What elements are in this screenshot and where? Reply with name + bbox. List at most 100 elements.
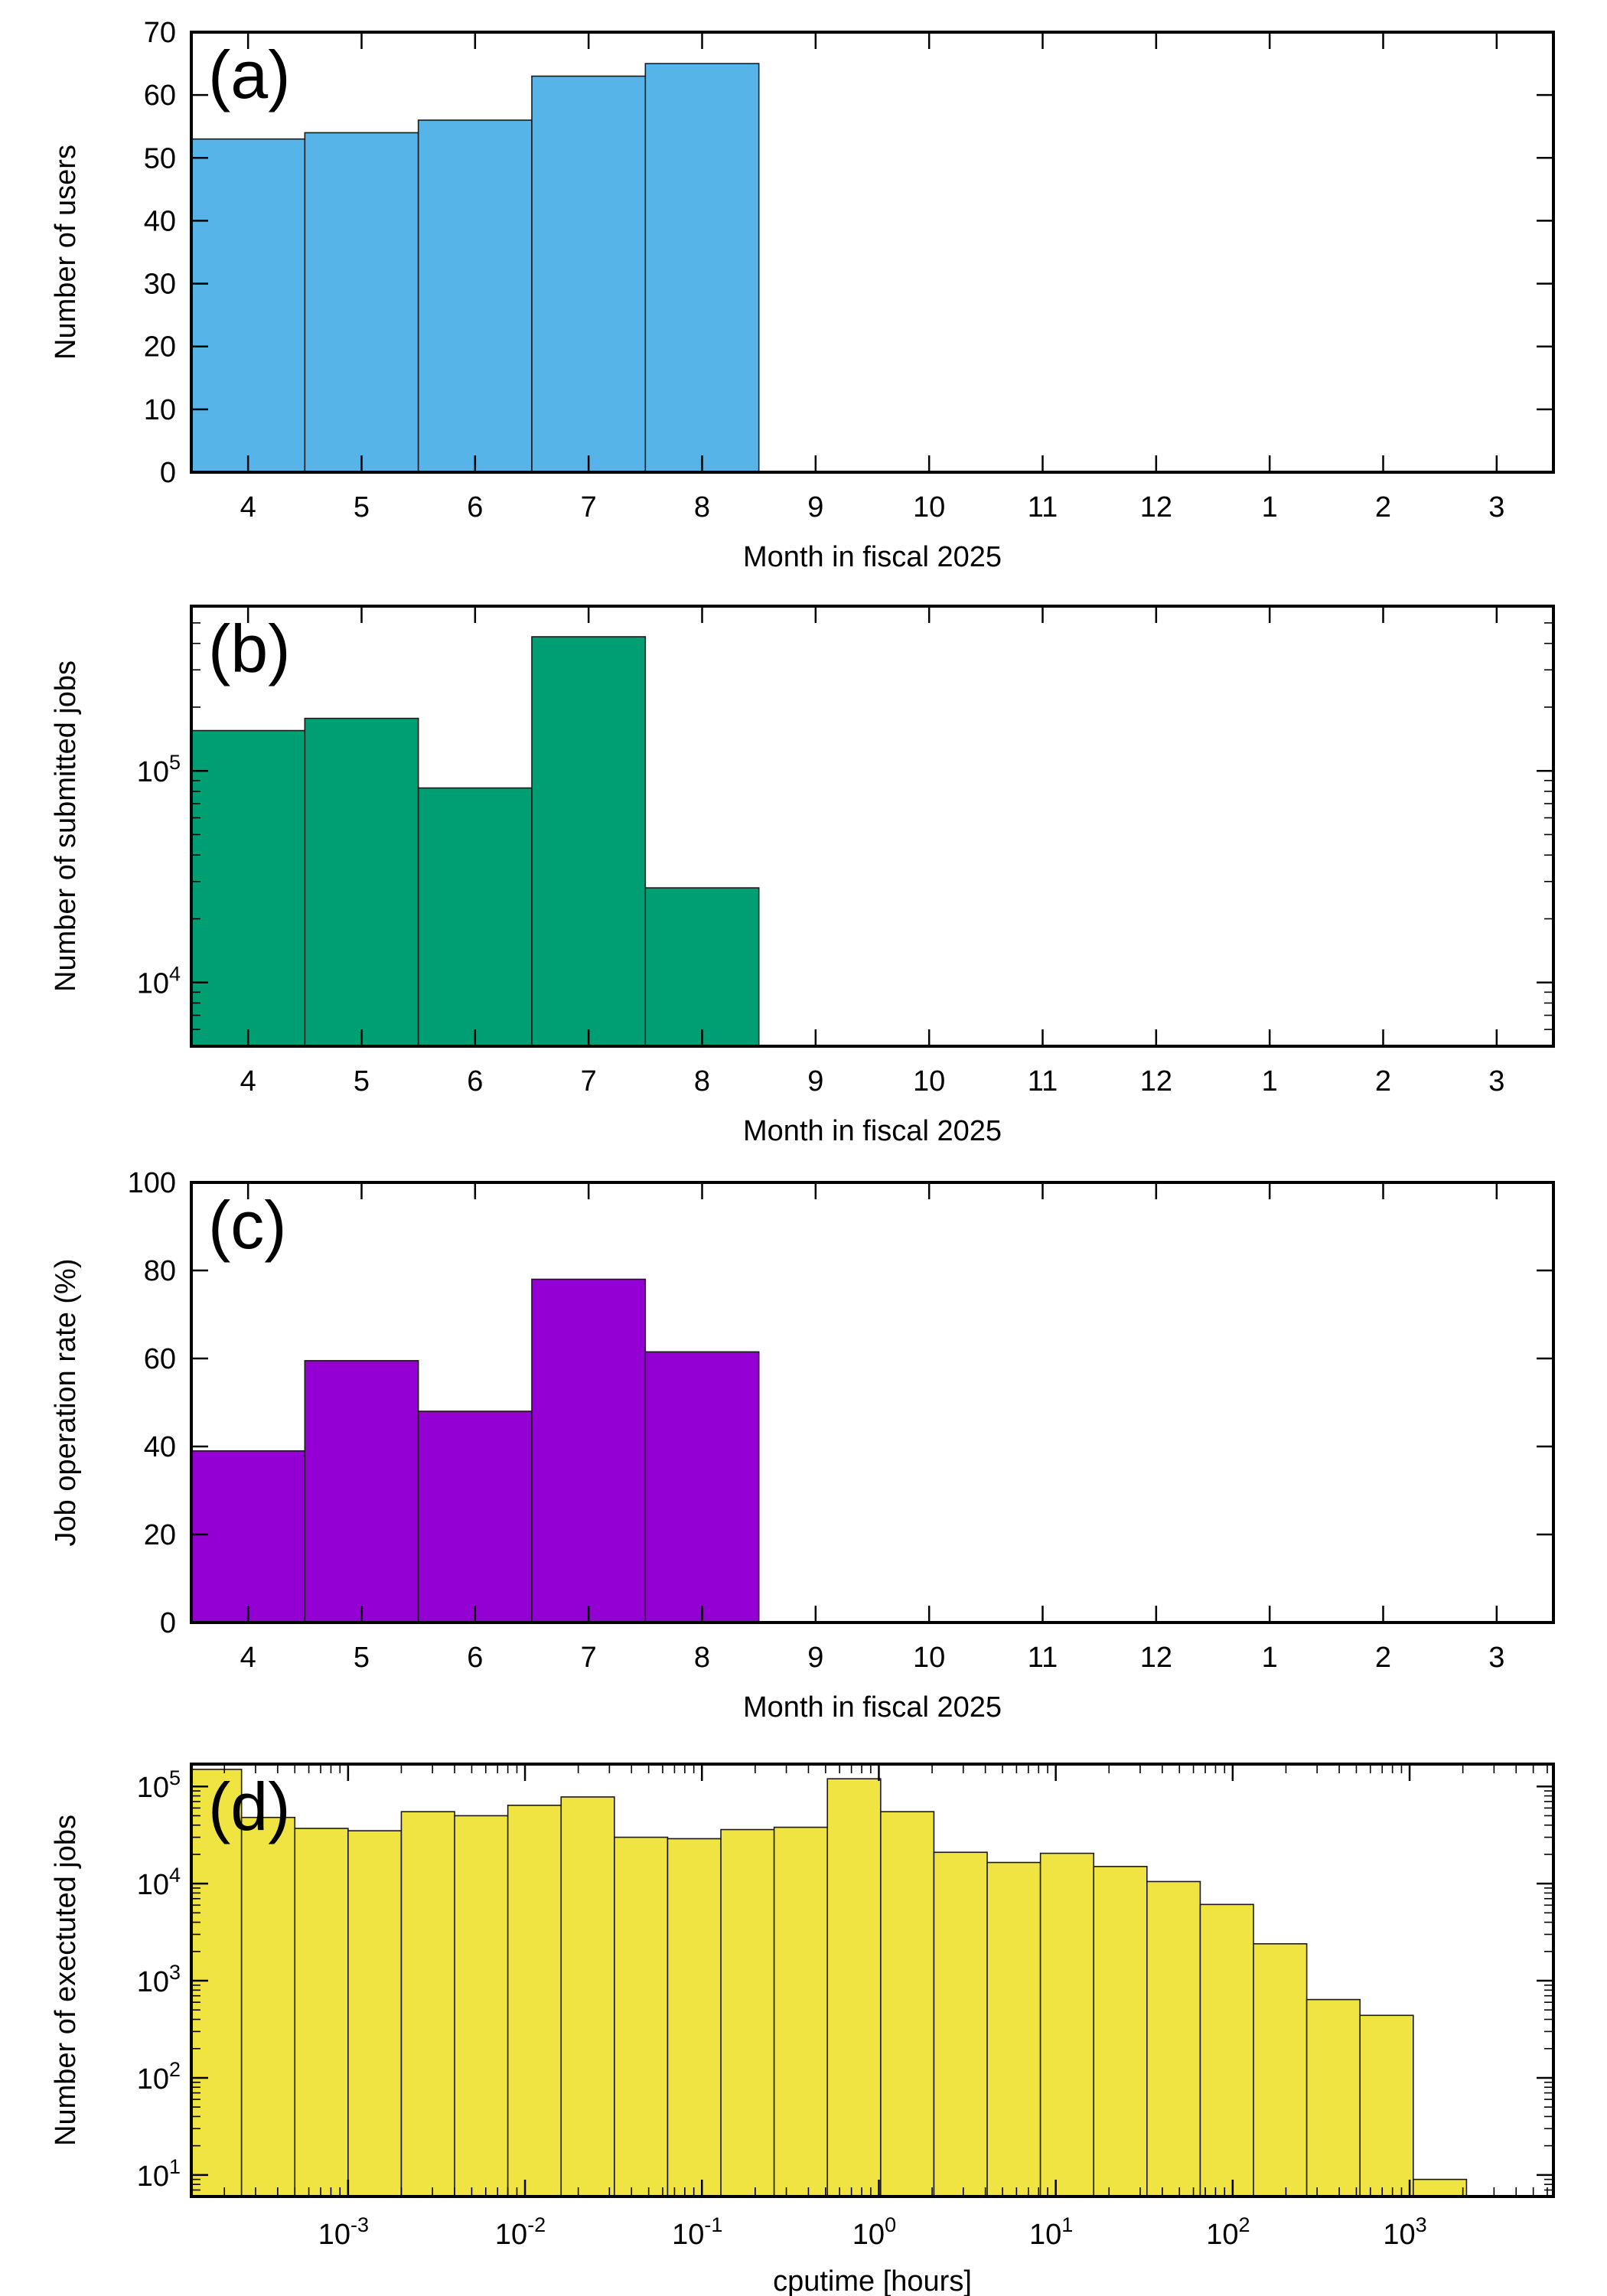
- x-tick-label-exponent: 3: [1416, 2213, 1427, 2236]
- y-tick-label-exponent: 3: [169, 1961, 181, 1984]
- histogram-bin: [720, 1828, 775, 2197]
- x-tick-label: 1: [1262, 491, 1278, 523]
- bar-month-7: [531, 1278, 647, 1623]
- bar-month-6: [417, 787, 533, 1047]
- y-tick-label: 40: [144, 205, 176, 237]
- x-tick-label: 5: [354, 1642, 370, 1674]
- x-tick-label: 1: [1262, 1065, 1278, 1097]
- x-tick-label: 3: [1488, 1065, 1504, 1097]
- plot-frame: [190, 605, 1555, 1048]
- x-tick-label: 2: [1375, 1065, 1391, 1097]
- histogram-bin: [1305, 1998, 1361, 2197]
- bar-month-8: [644, 1351, 760, 1623]
- x-tick-label: 10: [913, 1642, 945, 1674]
- x-tick-label: 10: [913, 491, 945, 523]
- panel-d: 10-3 10-2 10-1 100 101 102 103101102103104105c…: [50, 1763, 1555, 2296]
- histogram-bin: [667, 1838, 722, 2197]
- y-tick-label-exponent: 5: [169, 1766, 181, 1789]
- x-tick-label: 3: [1488, 1642, 1504, 1674]
- x-tick-label: 5: [354, 491, 370, 523]
- x-tick-label-exponent: 0: [885, 2213, 896, 2236]
- x-tick-label-exponent: 2: [1238, 2213, 1250, 2236]
- x-tick-label: 10-3: [318, 2213, 369, 2251]
- x-tick-label-base: 10: [1383, 2219, 1415, 2251]
- x-tick-label: 10: [913, 1065, 945, 1097]
- x-tick-label: 3: [1488, 491, 1504, 523]
- bar-month-6: [417, 119, 533, 473]
- y-tick-label-exponent: 5: [169, 751, 181, 774]
- y-tick-label: 102: [137, 2058, 181, 2095]
- x-tick-label-exponent: -3: [350, 2213, 369, 2236]
- x-tick-label: 6: [467, 1065, 483, 1097]
- histogram-bin: [1093, 1865, 1148, 2197]
- x-tick-label: 8: [694, 1065, 710, 1097]
- x-tick-label: 11: [1028, 491, 1058, 523]
- x-tick-label-exponent: -1: [704, 2213, 722, 2236]
- x-tick-label: 100: [852, 2213, 896, 2251]
- x-tick-label: 102: [1206, 2213, 1250, 2251]
- x-tick-label: 2: [1375, 1642, 1391, 1674]
- x-tick-label-base: 10: [318, 2219, 350, 2251]
- y-tick-label: 101: [137, 2155, 181, 2193]
- histogram-bin: [933, 1851, 988, 2197]
- histogram-bin: [400, 1811, 455, 2197]
- x-tick-label: 5: [354, 1065, 370, 1097]
- y-tick-label: 30: [144, 269, 176, 301]
- x-tick-label: 4: [240, 491, 256, 523]
- x-tick-label: 10-1: [672, 2213, 722, 2251]
- histogram-bin: [560, 1796, 615, 2197]
- y-tick-label-exponent: 4: [169, 1864, 181, 1887]
- histogram-bin: [507, 1805, 562, 2197]
- bar-month-7: [531, 636, 647, 1047]
- bar-month-4: [191, 1450, 306, 1623]
- x-tick-label: 12: [1140, 1642, 1172, 1674]
- x-tick-label-base: 10: [852, 2219, 885, 2251]
- y-tick-label-base: 10: [137, 2063, 169, 2095]
- y-tick-label: 104: [137, 1864, 181, 1901]
- x-tick-label: 10-2: [495, 2213, 546, 2251]
- x-axis-label: cputime [hours]: [773, 2265, 972, 2296]
- y-tick-label-base: 10: [137, 1772, 169, 1804]
- x-tick-label: 9: [807, 491, 823, 523]
- y-tick-label: 80: [144, 1255, 176, 1287]
- x-axis-label: Month in fiscal 2025: [743, 1691, 1002, 1724]
- y-tick-label-exponent: 1: [169, 2155, 181, 2178]
- x-tick-label: 9: [807, 1642, 823, 1674]
- histogram-bin: [826, 1778, 882, 2197]
- bar-month-5: [304, 132, 419, 473]
- y-axis-label: Number of users: [50, 145, 82, 360]
- y-tick-label: 105: [137, 1766, 181, 1804]
- y-axis-label: Number of submitted jobs: [50, 660, 82, 992]
- x-tick-label: 11: [1028, 1642, 1058, 1674]
- x-tick-label: 12: [1140, 1065, 1172, 1097]
- y-tick-label-base: 10: [137, 1869, 169, 1901]
- histogram-bin: [294, 1828, 349, 2197]
- histogram-bin: [1253, 1942, 1308, 2197]
- y-tick-label-base: 10: [137, 2161, 169, 2193]
- histogram-bin: [880, 1811, 935, 2197]
- histogram-bin: [1039, 1852, 1095, 2197]
- y-tick-label-exponent: 4: [169, 963, 181, 986]
- x-axis-label: Month in fiscal 2025: [743, 541, 1002, 573]
- y-tick-label: 20: [144, 331, 176, 364]
- x-tick-label: 1: [1262, 1642, 1278, 1674]
- plot-frame: [190, 31, 1555, 474]
- bar-month-8: [644, 887, 760, 1047]
- y-tick-label: 104: [137, 963, 181, 1000]
- y-tick-label-base: 10: [137, 1966, 169, 1998]
- y-tick-label: 103: [137, 1961, 181, 1998]
- histogram-bin: [986, 1861, 1041, 2197]
- y-tick-label-base: 10: [137, 968, 169, 1000]
- histogram-bin: [1359, 2014, 1414, 2197]
- bar-month-4: [191, 138, 306, 473]
- y-tick-label: 70: [144, 17, 176, 49]
- x-tick-label: 103: [1383, 2213, 1426, 2251]
- x-tick-label: 7: [581, 1065, 597, 1097]
- panel-label: (a): [208, 37, 291, 113]
- panel-label: (b): [208, 611, 291, 687]
- x-tick-label: 101: [1029, 2213, 1073, 2251]
- plot-frame: [190, 1181, 1555, 1624]
- y-tick-label-exponent: 2: [169, 2058, 181, 2081]
